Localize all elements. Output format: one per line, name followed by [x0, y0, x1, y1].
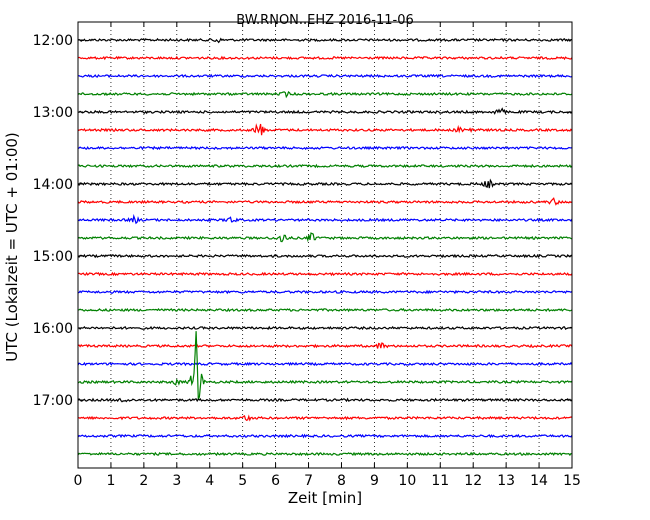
trace-1630 — [77, 361, 573, 367]
y-tick-label: 17:00 — [33, 393, 73, 409]
trace-1730 — [77, 433, 573, 439]
grid-lines — [110, 22, 540, 468]
x-tick-label: 13 — [497, 473, 515, 489]
trace-1200 — [77, 37, 573, 44]
x-tick-label: 0 — [74, 473, 83, 489]
trace-1245 — [77, 91, 573, 99]
x-tick-label: 7 — [304, 473, 313, 489]
y-tick-label: 13:00 — [33, 105, 73, 121]
trace-1345 — [77, 163, 573, 169]
trace-1715 — [77, 414, 573, 422]
x-tick-label: 5 — [238, 473, 247, 489]
axes: 0 1 2 3 4 5 6 7 8 9 10 11 12 13 14 1512:0013:0014:0015:… — [33, 21, 581, 489]
y-tick-label: 16:00 — [33, 321, 73, 337]
trace-1415 — [77, 197, 573, 206]
x-tick-label: 15 — [563, 473, 581, 489]
x-tick-label: 11 — [431, 473, 449, 489]
trace-1515 — [77, 271, 573, 277]
trace-1530 — [77, 289, 573, 295]
y-tick-label: 15:00 — [33, 249, 73, 265]
trace-1700 — [77, 397, 573, 403]
trace-1230 — [77, 73, 573, 79]
x-tick-label: 14 — [530, 473, 548, 489]
x-axis-label: Zeit [min] — [288, 489, 362, 507]
trace-1745 — [77, 451, 573, 457]
x-tick-label: 3 — [172, 473, 181, 489]
y-tick-label: 12:00 — [33, 33, 73, 49]
trace-1330 — [77, 145, 572, 151]
x-tick-label: 6 — [271, 473, 280, 489]
y-axis-label: UTC (Lokalzeit = UTC + 01:00) — [3, 132, 21, 362]
x-tick-label: 8 — [337, 473, 346, 489]
trace-1645 — [77, 331, 573, 400]
trace-1445 — [77, 232, 573, 243]
chart-title: BW.RNON..EHZ 2016-11-06 — [236, 13, 414, 28]
y-tick-label: 14:00 — [33, 177, 73, 193]
x-tick-label: 12 — [464, 473, 482, 489]
trace-1615 — [77, 342, 573, 349]
x-tick-label: 4 — [205, 473, 214, 489]
plot-frame — [77, 21, 573, 469]
x-tick-label: 10 — [398, 473, 416, 489]
trace-1500 — [77, 253, 573, 259]
x-tick-label: 1 — [106, 473, 115, 489]
seismic-traces — [77, 37, 573, 457]
trace-1545 — [77, 307, 573, 313]
trace-1300 — [77, 107, 573, 115]
trace-1315 — [77, 123, 573, 136]
x-tick-label: 9 — [370, 473, 379, 489]
trace-1400 — [77, 178, 573, 189]
x-tick-label: 2 — [139, 473, 148, 489]
trace-1600 — [77, 325, 573, 331]
trace-1430 — [77, 213, 573, 225]
trace-1215 — [77, 55, 573, 61]
